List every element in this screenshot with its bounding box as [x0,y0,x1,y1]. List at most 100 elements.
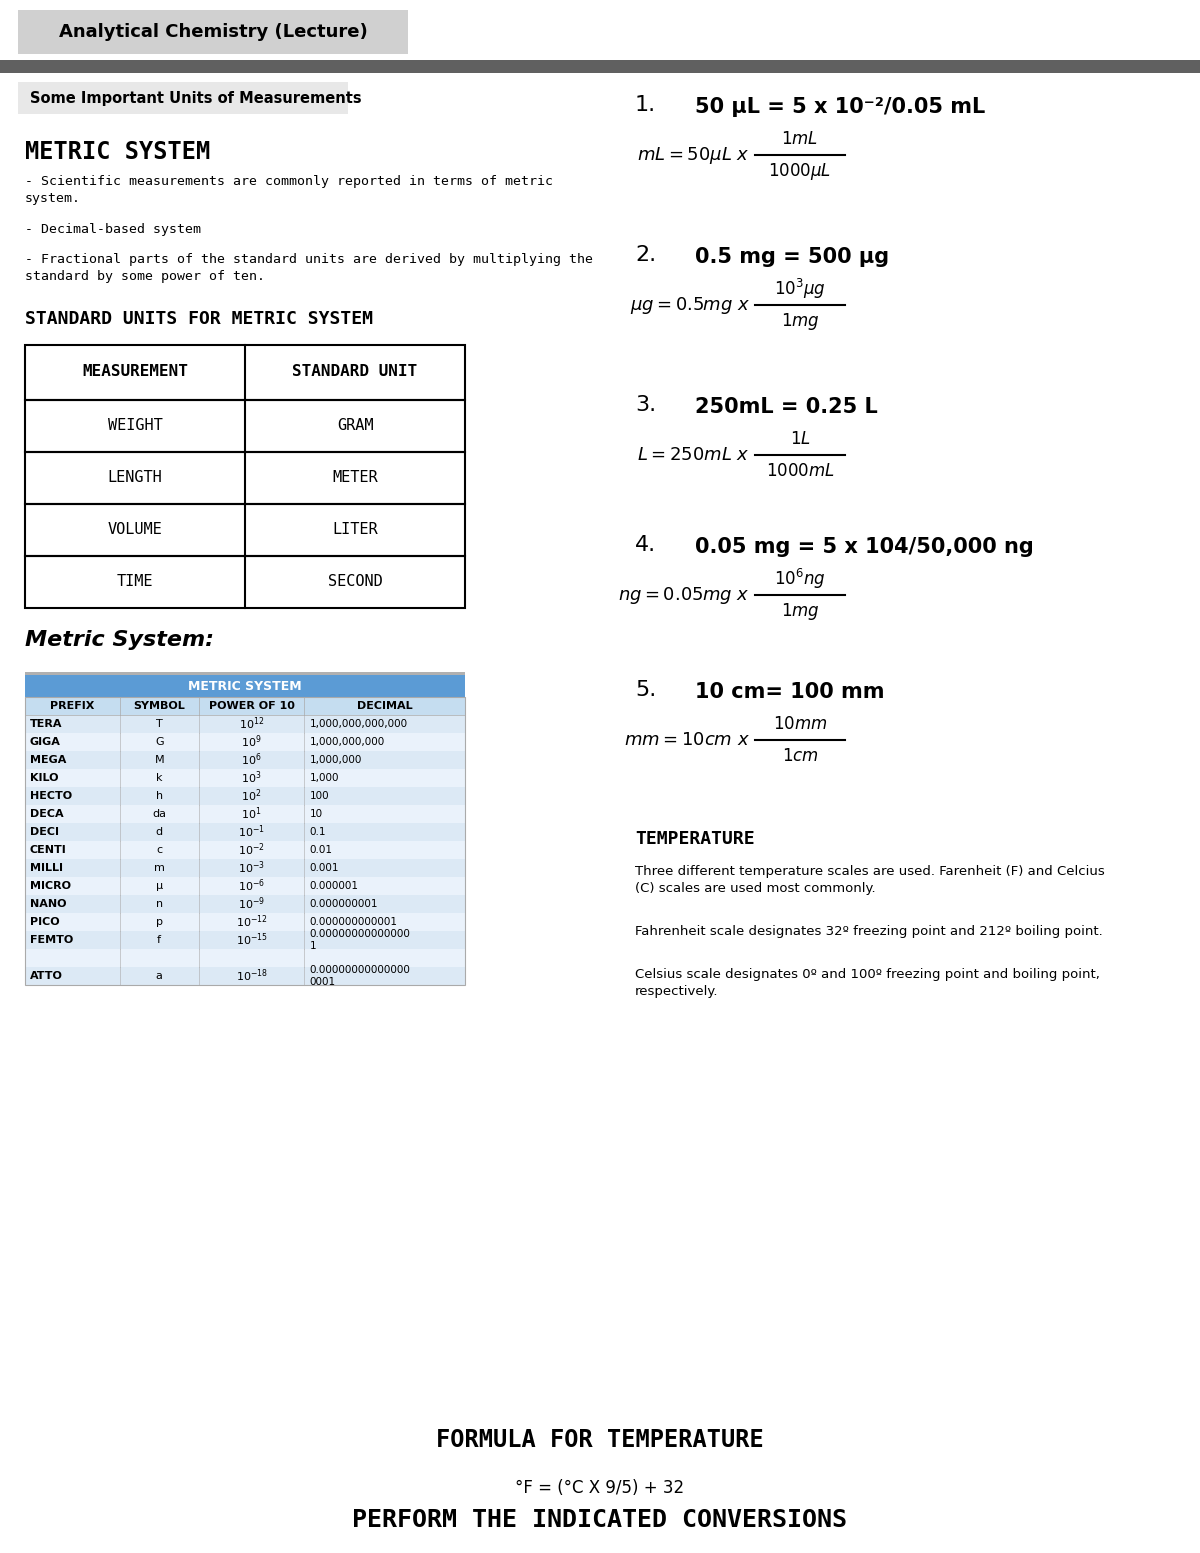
Bar [25,930,466,949]
Text: SYMBOL: SYMBOL [133,700,185,711]
Text: $1mg$: $1mg$ [781,601,820,621]
Text: VOLUME: VOLUME [108,522,162,537]
Text: $10^{-1}$: $10^{-1}$ [238,823,265,840]
Text: $mL = 50\mu L\ x$: $mL = 50\mu L\ x$ [637,144,750,166]
Text: $mm = 10cm\ x$: $mm = 10cm\ x$ [624,731,750,749]
Text: - Scientific measurements are commonly reported in terms of metric
system.: - Scientific measurements are commonly r… [25,175,553,205]
Text: Fahrenheit scale designates 32º freezing point and 212º boiling point.: Fahrenheit scale designates 32º freezing… [635,926,1103,938]
Bar [25,787,466,804]
Text: c: c [156,845,162,856]
Text: 1,000,000,000: 1,000,000,000 [310,738,385,747]
Bar [25,769,466,787]
Bar [25,697,466,714]
Bar [25,714,466,733]
Text: 5.: 5. [635,680,656,700]
Text: DECI: DECI [30,828,59,837]
Text: TEMPERATURE: TEMPERATURE [635,829,755,848]
Text: 0.00000000000000
1: 0.00000000000000 1 [310,929,410,950]
Bar [25,697,466,985]
Text: $10^{6}$: $10^{6}$ [241,752,262,769]
Bar [25,913,466,930]
Text: $10^{-6}$: $10^{-6}$ [238,877,265,895]
Text: 2.: 2. [635,245,656,266]
Text: $1000mL$: $1000mL$ [766,461,834,480]
Text: a: a [156,971,163,981]
Bar [25,804,466,823]
Bar [18,9,408,54]
Text: G: G [155,738,163,747]
Text: METER: METER [332,471,378,486]
Bar [25,733,466,752]
Text: h: h [156,790,163,801]
Bar [25,697,466,714]
Text: 1,000: 1,000 [310,773,338,783]
Text: μ: μ [156,881,163,891]
Text: GIGA: GIGA [30,738,61,747]
Text: DECIMAL: DECIMAL [356,700,413,711]
Text: LENGTH: LENGTH [108,471,162,486]
Bar [25,949,466,968]
Text: $10^{-12}$: $10^{-12}$ [235,913,268,930]
Text: 250mL = 0.25 L: 250mL = 0.25 L [695,398,877,418]
Text: ATTO: ATTO [30,971,62,981]
Bar [25,842,466,859]
Bar [18,82,348,113]
Text: METRIC SYSTEM: METRIC SYSTEM [25,140,210,165]
Text: KILO: KILO [30,773,59,783]
Text: 1,000,000,000,000: 1,000,000,000,000 [310,719,408,728]
Text: °F = (°C X 9/5) + 32: °F = (°C X 9/5) + 32 [516,1478,684,1497]
Text: $1L$: $1L$ [790,430,810,447]
Bar [25,505,466,556]
Text: - Fractional parts of the standard units are derived by multiplying the
standard: - Fractional parts of the standard units… [25,253,593,283]
Text: POWER OF 10: POWER OF 10 [209,700,294,711]
Bar [25,877,466,895]
Text: 0.000001: 0.000001 [310,881,359,891]
Text: $L = 250mL\ x$: $L = 250mL\ x$ [637,446,750,464]
Text: p: p [156,916,163,927]
Text: PREFIX: PREFIX [50,700,95,711]
Text: HECTO: HECTO [30,790,72,801]
Text: $10^6ng$: $10^6ng$ [774,567,826,592]
Text: $\mu g = 0.5mg\ x$: $\mu g = 0.5mg\ x$ [630,295,750,315]
Text: Analytical Chemistry (Lecture): Analytical Chemistry (Lecture) [59,23,367,40]
Text: $10^{-15}$: $10^{-15}$ [235,932,268,949]
Text: $10^{-9}$: $10^{-9}$ [238,896,265,912]
Text: 0.000000001: 0.000000001 [310,899,378,909]
Bar [25,895,466,913]
Text: f: f [157,935,161,944]
Text: 3.: 3. [635,394,656,415]
Text: $ng = 0.05mg\ x$: $ng = 0.05mg\ x$ [618,584,750,606]
Text: SECOND: SECOND [328,575,383,590]
Text: 4.: 4. [635,534,656,554]
Text: 0.00000000000000
0001: 0.00000000000000 0001 [310,966,410,986]
Text: 10: 10 [310,809,323,818]
Text: $10^{9}$: $10^{9}$ [241,733,262,750]
Text: 10 cm= 100 mm: 10 cm= 100 mm [695,682,884,702]
Text: $10^3\mu g$: $10^3\mu g$ [774,276,826,301]
Text: $10^{1}$: $10^{1}$ [241,806,262,822]
Text: - Decimal-based system: - Decimal-based system [25,224,202,236]
Text: FORMULA FOR TEMPERATURE: FORMULA FOR TEMPERATURE [436,1429,764,1452]
Text: $10^{-18}$: $10^{-18}$ [235,968,268,985]
Text: Some Important Units of Measurements: Some Important Units of Measurements [30,90,361,106]
Text: 0.001: 0.001 [310,863,338,873]
Text: $10^{-2}$: $10^{-2}$ [238,842,265,859]
Text: Celsius scale designates 0º and 100º freezing point and boiling point,
respectiv: Celsius scale designates 0º and 100º fre… [635,968,1100,999]
Text: NANO: NANO [30,899,66,909]
Text: DECA: DECA [30,809,64,818]
Text: $10mm$: $10mm$ [773,714,827,733]
Text: MEGA: MEGA [30,755,66,766]
Text: $10^{12}$: $10^{12}$ [239,716,264,733]
Text: $10^{-3}$: $10^{-3}$ [238,860,265,876]
Bar [25,823,466,842]
Text: MILLI: MILLI [30,863,64,873]
Text: METRIC SYSTEM: METRIC SYSTEM [188,680,302,693]
Bar [0,61,1200,73]
Text: T: T [156,719,162,728]
Bar [25,345,466,401]
Text: $1cm$: $1cm$ [781,747,818,766]
Text: STANDARD UNITS FOR METRIC SYSTEM: STANDARD UNITS FOR METRIC SYSTEM [25,311,373,328]
Text: 0.5 mg = 500 μg: 0.5 mg = 500 μg [695,247,889,267]
Text: PERFORM THE INDICATED CONVERSIONS: PERFORM THE INDICATED CONVERSIONS [353,1508,847,1531]
Bar [25,859,466,877]
